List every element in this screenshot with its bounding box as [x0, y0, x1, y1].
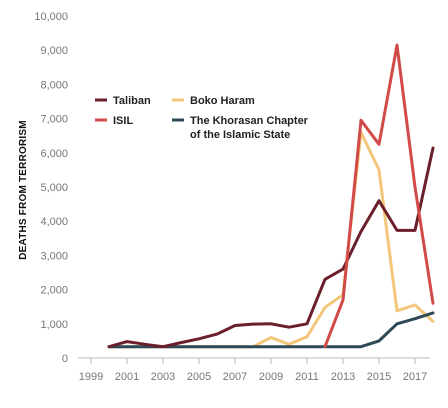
x-axis-ticks: 1999 2001 2003 2005 2007 2009 2011 2013 2015 2017: [79, 358, 427, 383]
legend-label-boko-haram: Boko Haram: [190, 95, 255, 107]
y-tick-label: 9,000: [40, 45, 68, 57]
y-tick-label: 0: [62, 353, 68, 365]
legend-label-isil: ISIL: [113, 115, 133, 127]
x-tick-label: 2017: [403, 371, 427, 383]
x-tick-label: 2007: [223, 371, 247, 383]
series-line-boko-haram: [107, 130, 435, 349]
y-axis-label: DEATHS FROM TERRORISM: [18, 120, 29, 260]
y-tick-label: 10,000: [34, 11, 68, 23]
y-tick-label: 2,000: [40, 285, 68, 297]
legend: Taliban ISIL Boko Haram The Khorasan Chapte…: [95, 95, 309, 141]
x-tick-label: 2011: [295, 371, 319, 383]
series-line-isil: [323, 43, 435, 349]
x-tick-label: 2009: [259, 371, 283, 383]
x-tick-label: 2015: [367, 371, 391, 383]
x-tick-label: 2013: [331, 371, 355, 383]
x-tick-label: 2003: [151, 371, 175, 383]
x-tick-label: 1999: [79, 371, 103, 383]
y-tick-label: 4,000: [40, 216, 68, 228]
series-line-the-khorasan-chapter: [107, 311, 435, 349]
y-tick-label: 5,000: [40, 182, 68, 194]
y-axis-ticks: 0 1,000 2,000 3,000 4,000 5,000 6,000 7,000 8,00…: [34, 11, 68, 365]
series-lines: [107, 43, 435, 349]
y-tick-label: 6,000: [40, 148, 68, 160]
x-tick-label: 2001: [115, 371, 139, 383]
legend-label-taliban: Taliban: [113, 95, 151, 107]
legend-label-the-khorasan-chapter: The Khorasan Chapter of the Islamic State: [190, 115, 309, 141]
y-tick-label: 8,000: [40, 79, 68, 91]
series-line-taliban: [107, 146, 435, 349]
y-tick-label: 3,000: [40, 250, 68, 262]
y-tick-label: 7,000: [40, 114, 68, 126]
x-tick-label: 2005: [187, 371, 211, 383]
y-tick-label: 1,000: [40, 319, 68, 331]
